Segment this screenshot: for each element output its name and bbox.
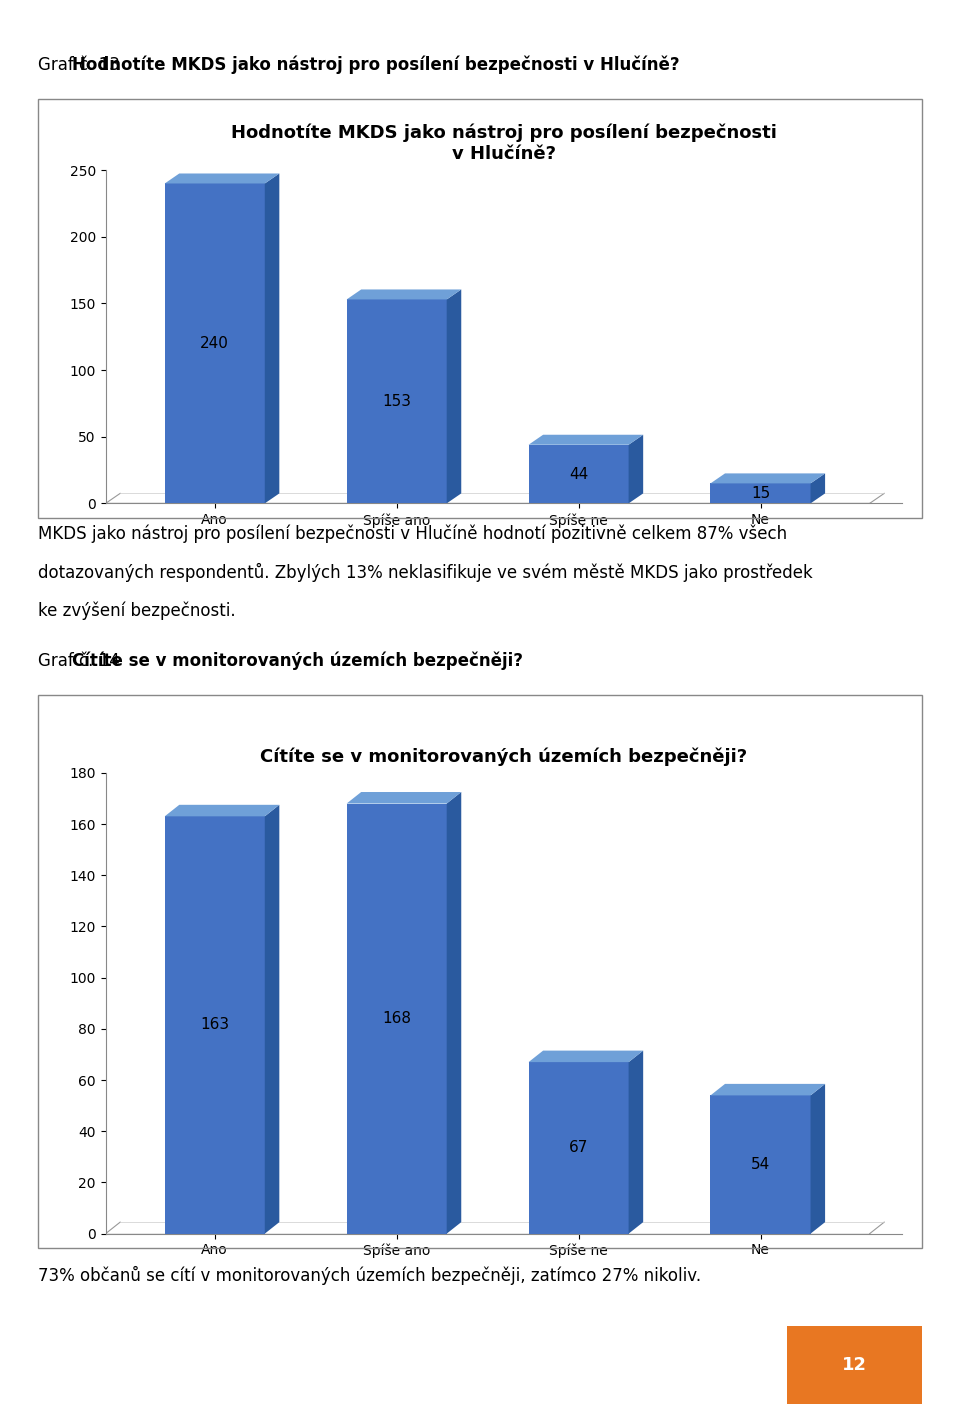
Polygon shape [165, 173, 279, 183]
Text: MKDS jako nástroj pro posílení bezpečnosti v Hlučíně hodnotí pozitivně celkem 87: MKDS jako nástroj pro posílení bezpečnos… [38, 525, 787, 543]
Polygon shape [347, 793, 461, 804]
Polygon shape [165, 183, 265, 503]
Polygon shape [629, 435, 643, 503]
Polygon shape [347, 289, 461, 299]
Text: 44: 44 [569, 467, 588, 482]
Text: 54: 54 [751, 1157, 770, 1173]
Polygon shape [347, 804, 446, 1234]
Text: 240: 240 [201, 336, 229, 350]
Polygon shape [529, 435, 643, 445]
Title: Cítíte se v monitorovaných územích bezpečněji?: Cítíte se v monitorovaných územích bezpe… [260, 747, 748, 766]
Text: Graf č. 14: Graf č. 14 [38, 652, 126, 669]
Polygon shape [165, 805, 279, 817]
Polygon shape [710, 1095, 810, 1234]
Text: 73% občanů se cítí v monitorovaných územích bezpečněji, zatímco 27% nikoliv.: 73% občanů se cítí v monitorovaných územ… [38, 1266, 702, 1285]
Text: Cítíte se v monitorovaných územích bezpečněji?: Cítíte se v monitorovaných územích bezpe… [72, 651, 523, 671]
Polygon shape [529, 1051, 643, 1062]
Text: dotazovaných respondentů. Zbylých 13% neklasifikuje ve svém městě MKDS jako pros: dotazovaných respondentů. Zbylých 13% ne… [38, 563, 813, 581]
Polygon shape [629, 1051, 643, 1234]
Polygon shape [710, 1083, 825, 1095]
Text: Hodnotíte MKDS jako nástroj pro posílení bezpečnosti v Hlučíně?: Hodnotíte MKDS jako nástroj pro posílení… [72, 55, 680, 75]
Polygon shape [710, 484, 810, 503]
Text: 163: 163 [201, 1018, 229, 1032]
Polygon shape [529, 445, 629, 503]
Polygon shape [710, 474, 825, 484]
Polygon shape [446, 289, 461, 503]
Text: Graf č. 13: Graf č. 13 [38, 57, 126, 74]
Polygon shape [347, 299, 446, 503]
Polygon shape [446, 793, 461, 1234]
Polygon shape [165, 817, 265, 1234]
Text: 168: 168 [382, 1011, 411, 1027]
Text: 67: 67 [569, 1140, 588, 1156]
Polygon shape [265, 805, 279, 1234]
Polygon shape [810, 1083, 825, 1234]
Text: 15: 15 [751, 486, 770, 501]
Title: Hodnotíte MKDS jako nástroj pro posílení bezpečnosti
v Hlučíně?: Hodnotíte MKDS jako nástroj pro posílení… [231, 123, 777, 163]
Polygon shape [529, 1062, 629, 1234]
Polygon shape [810, 474, 825, 503]
Text: ke zvýšení bezpečnosti.: ke zvýšení bezpečnosti. [38, 601, 236, 620]
Polygon shape [265, 173, 279, 503]
Text: 12: 12 [842, 1356, 867, 1374]
Text: 153: 153 [382, 394, 411, 408]
FancyBboxPatch shape [787, 1326, 922, 1404]
